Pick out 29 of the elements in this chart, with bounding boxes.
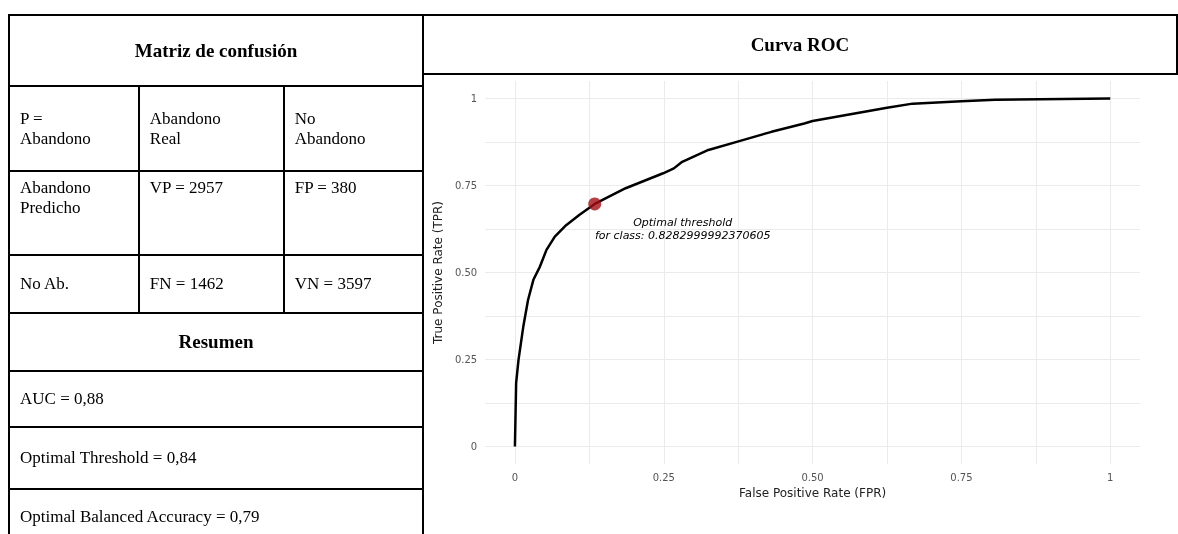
text: P = Abandono	[9, 86, 139, 171]
y-tick-label: 0	[470, 441, 478, 453]
text: AUC = 0,88	[9, 371, 423, 427]
y-axis-title: True Positive Rate (TPR)	[431, 201, 445, 345]
x-tick-label: 0.25	[652, 471, 675, 483]
text: VN = 3597	[283, 255, 423, 313]
x-tick-label: 1	[1107, 471, 1114, 483]
text: VP = 2957	[138, 171, 284, 255]
chart-title: Curva ROC	[424, 14, 1178, 75]
text: Abandono Predicho	[9, 171, 139, 255]
text: Resumen	[9, 313, 423, 371]
text: Matriz de confusión	[9, 15, 423, 86]
x-tick-label: 0.50	[801, 471, 824, 483]
x-tick-label: 0.75	[950, 471, 973, 483]
x-axis-title: False Positive Rate (FPR)	[738, 485, 887, 500]
y-tick-label: 0.75	[454, 179, 478, 191]
y-tick-label: 0.25	[454, 354, 478, 366]
y-tick-label: 0.50	[454, 267, 478, 278]
text: Optimal Balanced Accuracy = 0,79	[9, 489, 423, 534]
text: Optimal Threshold = 0,84	[9, 427, 423, 489]
text: FP = 380	[283, 171, 423, 255]
annotation: Optimal threshold for class: 0.8282999992370605	[594, 215, 771, 242]
line-series	[513, 97, 1112, 448]
text: No Abandono	[283, 86, 423, 171]
text: FN = 1462	[138, 255, 284, 313]
text: No Ab.	[9, 255, 139, 313]
y-tick-label: 1	[470, 92, 478, 104]
x-tick-label: 0	[511, 471, 519, 483]
text: Abandono Real	[138, 86, 284, 171]
